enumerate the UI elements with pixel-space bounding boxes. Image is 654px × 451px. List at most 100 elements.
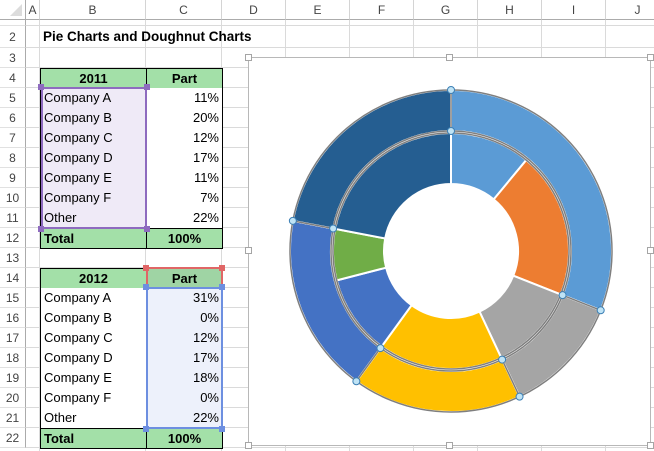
part-value-cell[interactable]: 22% <box>146 208 223 229</box>
table-2011-header-year[interactable]: 2011 <box>40 68 147 89</box>
chart-resize-handle-r[interactable] <box>647 247 654 254</box>
column-header-f[interactable]: F <box>350 0 414 20</box>
table-2012-header-part[interactable]: Part <box>146 268 223 289</box>
company-name-cell[interactable]: Company D <box>40 148 147 169</box>
row-header-13[interactable]: 13 <box>0 248 26 268</box>
range-handle[interactable] <box>144 84 150 90</box>
company-name-cell[interactable]: Company C <box>40 328 147 349</box>
row-header-10[interactable]: 10 <box>0 188 26 208</box>
range-handle[interactable] <box>143 265 149 271</box>
column-header-h[interactable]: H <box>478 0 542 20</box>
data-point-selection-handle[interactable] <box>498 355 507 364</box>
row-header-18[interactable]: 18 <box>0 348 26 368</box>
data-point-selection-handle[interactable] <box>288 216 297 225</box>
column-header-b[interactable]: B <box>40 0 146 20</box>
table-2011-total-label[interactable]: Total <box>40 228 147 249</box>
data-point-selection-handle[interactable] <box>447 127 455 135</box>
column-header-c[interactable]: C <box>146 0 222 20</box>
company-name-cell[interactable]: Company F <box>40 388 147 409</box>
table-2012-header-year[interactable]: 2012 <box>40 268 147 289</box>
row-header-7[interactable]: 7 <box>0 128 26 148</box>
range-handle[interactable] <box>38 84 44 90</box>
data-point-selection-handle[interactable] <box>447 86 455 94</box>
part-value-cell[interactable]: 20% <box>146 108 223 129</box>
part-value-cell[interactable]: 0% <box>146 388 223 409</box>
company-name-cell[interactable]: Other <box>40 408 147 429</box>
column-header-g[interactable]: G <box>414 0 478 20</box>
table-2011-total-value[interactable]: 100% <box>146 228 223 249</box>
part-value-cell[interactable]: 12% <box>146 128 223 149</box>
row-header-14[interactable]: 14 <box>0 268 26 288</box>
part-value-cell[interactable]: 17% <box>146 148 223 169</box>
row-header-11[interactable]: 11 <box>0 208 26 228</box>
column-header-j[interactable]: J <box>606 0 654 20</box>
company-name-cell[interactable]: Company C <box>40 128 147 149</box>
row-header-1[interactable] <box>0 20 26 26</box>
company-name-cell[interactable]: Company B <box>40 108 147 129</box>
row-header-19[interactable]: 19 <box>0 368 26 388</box>
chart-resize-handle-br[interactable] <box>647 442 654 449</box>
part-value-cell[interactable]: 31% <box>146 288 223 309</box>
row-header-3[interactable]: 3 <box>0 48 26 68</box>
company-name-cell[interactable]: Company D <box>40 348 147 369</box>
range-handle[interactable] <box>219 426 225 432</box>
column-header-d[interactable]: D <box>222 0 286 20</box>
chart-resize-handle-bl[interactable] <box>245 442 252 449</box>
row-header-22[interactable]: 22 <box>0 428 26 448</box>
table-2011-header-part[interactable]: Part <box>146 68 223 89</box>
company-name-cell[interactable]: Company A <box>40 288 147 309</box>
part-value-cell[interactable]: 11% <box>146 168 223 189</box>
company-name-cell[interactable]: Company F <box>40 188 147 209</box>
data-point-selection-handle[interactable] <box>376 344 385 353</box>
row-header-17[interactable]: 17 <box>0 328 26 348</box>
part-value-cell[interactable]: 17% <box>146 348 223 369</box>
range-handle[interactable] <box>143 284 149 290</box>
chart-resize-handle-t[interactable] <box>446 54 453 61</box>
select-all-corner[interactable] <box>0 0 26 20</box>
data-point-selection-handle[interactable] <box>329 224 338 233</box>
part-value-cell[interactable]: 7% <box>146 188 223 209</box>
company-name-cell[interactable]: Other <box>40 208 147 229</box>
company-name-cell[interactable]: Company E <box>40 368 147 389</box>
company-name-cell[interactable]: Company A <box>40 88 147 109</box>
row-header-8[interactable]: 8 <box>0 148 26 168</box>
data-point-selection-handle[interactable] <box>558 291 567 300</box>
data-point-selection-handle[interactable] <box>596 306 605 315</box>
chart-resize-handle-tl[interactable] <box>245 54 252 61</box>
part-value-cell[interactable]: 11% <box>146 88 223 109</box>
row-header-5[interactable]: 5 <box>0 88 26 108</box>
row-header-20[interactable]: 20 <box>0 388 26 408</box>
chart-resize-handle-l[interactable] <box>245 247 252 254</box>
row-header-12[interactable]: 12 <box>0 228 26 248</box>
table-2012-total-label[interactable]: Total <box>40 428 147 449</box>
part-value-cell[interactable]: 12% <box>146 328 223 349</box>
company-name-cell[interactable]: Company E <box>40 168 147 189</box>
column-header-e[interactable]: E <box>286 0 350 20</box>
doughnut-chart-plot[interactable] <box>249 58 650 445</box>
company-name-cell[interactable]: Company B <box>40 308 147 329</box>
column-header-a[interactable]: A <box>26 0 40 20</box>
row-header-16[interactable]: 16 <box>0 308 26 328</box>
data-point-selection-handle[interactable] <box>515 392 524 401</box>
part-value-cell[interactable]: 22% <box>146 408 223 429</box>
chart-resize-handle-tr[interactable] <box>647 54 654 61</box>
table-2012-total-value[interactable]: 100% <box>146 428 223 449</box>
part-value-cell[interactable]: 0% <box>146 308 223 329</box>
gridline <box>39 20 40 451</box>
range-handle[interactable] <box>219 284 225 290</box>
row-header-21[interactable]: 21 <box>0 408 26 428</box>
row-header-9[interactable]: 9 <box>0 168 26 188</box>
range-handle[interactable] <box>219 265 225 271</box>
data-point-selection-handle[interactable] <box>352 377 361 386</box>
chart-resize-handle-b[interactable] <box>446 442 453 449</box>
row-header-4[interactable]: 4 <box>0 68 26 88</box>
range-handle[interactable] <box>144 226 150 232</box>
row-header-15[interactable]: 15 <box>0 288 26 308</box>
part-value-cell[interactable]: 18% <box>146 368 223 389</box>
doughnut-chart[interactable] <box>248 57 651 446</box>
column-header-i[interactable]: I <box>542 0 606 20</box>
row-header-6[interactable]: 6 <box>0 108 26 128</box>
row-header-2[interactable]: 2 <box>0 26 26 48</box>
range-handle[interactable] <box>38 226 44 232</box>
range-handle[interactable] <box>143 426 149 432</box>
